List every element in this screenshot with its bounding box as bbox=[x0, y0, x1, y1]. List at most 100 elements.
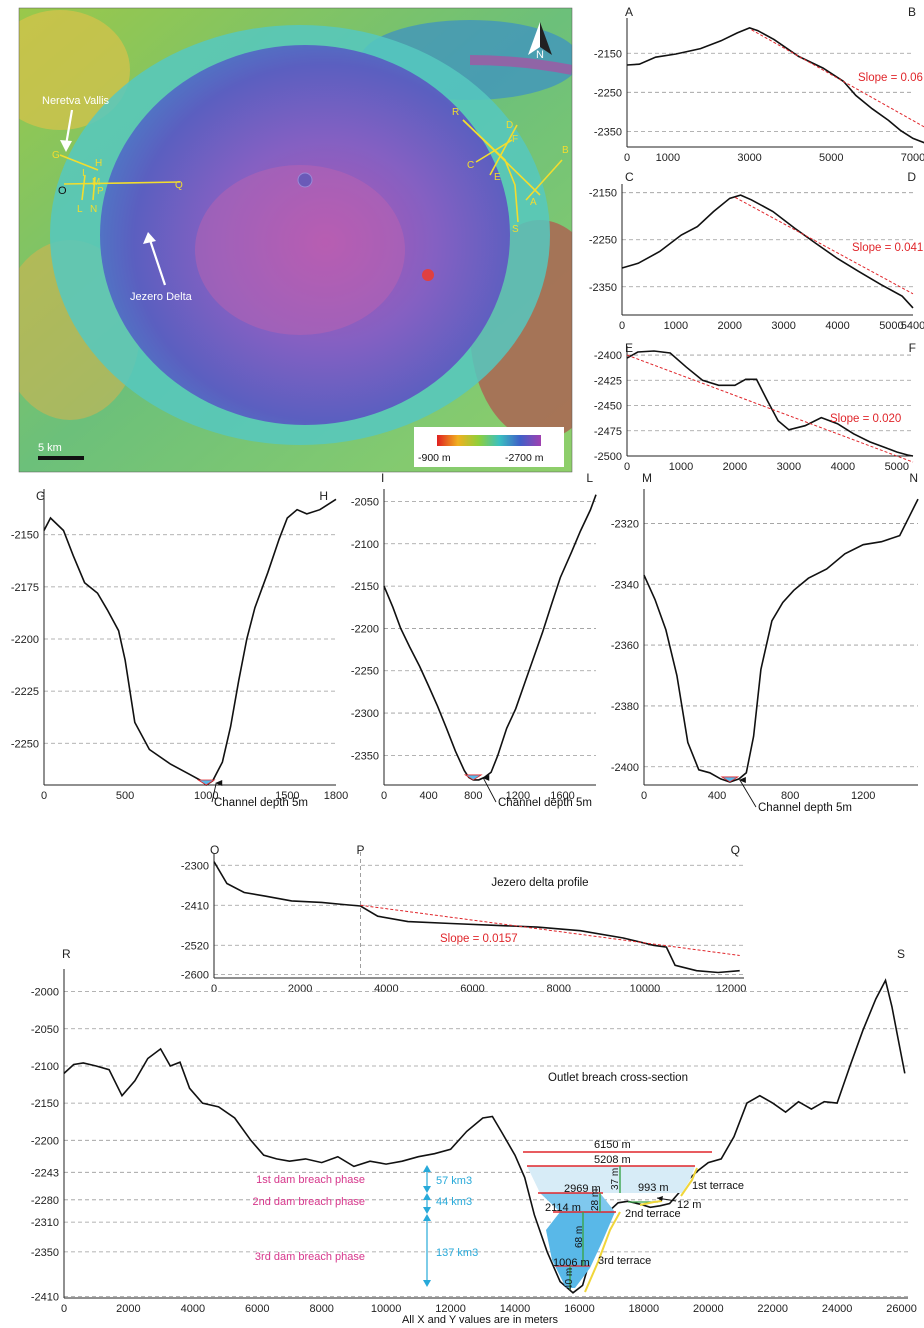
y-tick-label: -2250 bbox=[594, 87, 622, 99]
map-letter: N bbox=[90, 204, 97, 215]
arrowhead-icon bbox=[423, 1165, 431, 1172]
profile-start-label: O bbox=[210, 843, 219, 857]
y-tick-label: -2243 bbox=[31, 1167, 59, 1179]
chart-OQ: -2300 -2410 -2520 -26000 2000 4000 6000 8000 100… bbox=[181, 843, 747, 995]
slope-label: Slope = 0.06 bbox=[858, 72, 923, 84]
x-tick-label: 800 bbox=[464, 790, 482, 802]
profile-line-EF bbox=[626, 350, 914, 457]
y-tick-label: -2250 bbox=[589, 235, 617, 247]
y-tick-label: -2000 bbox=[31, 987, 59, 999]
profile-line-RS bbox=[63, 978, 906, 1294]
x-tick-label: 1500 bbox=[275, 790, 299, 802]
chart-AB: -2150 -2250 -2350 0 1000 3000 5000 7000 Slope = … bbox=[594, 5, 924, 164]
map-inlet-channel bbox=[469, 55, 572, 75]
terrace-1-line bbox=[680, 1167, 698, 1197]
arrowhead-icon bbox=[423, 1214, 431, 1221]
terrace-3-label: 3rd terrace bbox=[598, 1255, 651, 1267]
channel-arrowhead-icon bbox=[215, 780, 223, 786]
profile-start-label: I bbox=[381, 471, 384, 485]
y-tick-label: -2340 bbox=[611, 579, 639, 591]
map-letter: G bbox=[52, 150, 60, 161]
x-tick-label: 12000 bbox=[435, 1303, 466, 1315]
slope-trend-line bbox=[751, 29, 924, 128]
north-label: N bbox=[536, 49, 544, 61]
profile-end-label: S bbox=[897, 947, 905, 961]
profile-line-MN bbox=[643, 498, 919, 783]
x-tick-label: 3000 bbox=[771, 320, 795, 332]
y-tick-label: -2200 bbox=[31, 1135, 59, 1147]
x-tick-label: 1000 bbox=[664, 320, 688, 332]
scale-bar bbox=[38, 456, 84, 460]
width-993-label: 993 m bbox=[638, 1182, 669, 1194]
profile-end-label: D bbox=[907, 170, 916, 184]
slope-label: Slope = 0.0157 bbox=[440, 933, 518, 945]
arrowhead-icon bbox=[423, 1186, 431, 1193]
profile-start-label: C bbox=[625, 170, 634, 184]
x-tick-label: 8000 bbox=[546, 983, 570, 995]
x-tick-label: 16000 bbox=[564, 1303, 595, 1315]
x-tick-label: 5000 bbox=[885, 461, 909, 473]
depth-68-label: 68 m bbox=[574, 1226, 585, 1248]
profile-end-label: N bbox=[909, 471, 918, 485]
slope-label: Slope = 0.041 bbox=[852, 242, 923, 254]
profile-line-CD bbox=[621, 194, 914, 309]
chart-IL: -2050 -2100 -2150 -2200 -2250 -2300 -2350 0 400 8… bbox=[351, 471, 597, 809]
y-tick-label: -2360 bbox=[611, 640, 639, 652]
map-letter: S bbox=[512, 224, 519, 235]
y-tick-label: -2475 bbox=[594, 426, 622, 438]
x-tick-label: 1800 bbox=[324, 790, 348, 802]
legend-max-label: -2700 m bbox=[505, 452, 544, 464]
y-tick-label: -2225 bbox=[11, 686, 39, 698]
y-tick-label: -2200 bbox=[351, 623, 379, 635]
y-tick-label: -2400 bbox=[611, 762, 639, 774]
x-tick-label: 4000 bbox=[825, 320, 849, 332]
chart-title: Outlet breach cross-section bbox=[548, 1072, 688, 1084]
delta-arrowhead-icon bbox=[143, 232, 156, 244]
map-letter: F bbox=[512, 134, 518, 145]
x-tick-label: 0 bbox=[624, 152, 630, 164]
x-tick-label: 4000 bbox=[374, 983, 398, 995]
depth-40-label: 40 m bbox=[564, 1268, 575, 1290]
profile-end-label: H bbox=[319, 489, 328, 503]
width-5208-label: 5208 m bbox=[594, 1154, 631, 1166]
x-tick-label: 1600 bbox=[550, 790, 574, 802]
y-tick-label: -2400 bbox=[594, 350, 622, 362]
y-tick-label: -2150 bbox=[589, 188, 617, 200]
x-tick-label: 4000 bbox=[831, 461, 855, 473]
trace-CD bbox=[475, 139, 513, 163]
breach-phase-3-fill bbox=[546, 1212, 615, 1288]
neretva-vallis-label: Neretva Vallis bbox=[42, 95, 110, 107]
chart-MN: -2320 -2340 -2360 -2380 -2400 0 400 800 1200 M N Ch… bbox=[611, 471, 919, 814]
y-tick-label: -2150 bbox=[594, 48, 622, 60]
x-tick-label: 400 bbox=[708, 790, 726, 802]
legend-min-label: -900 m bbox=[418, 452, 451, 464]
chart-title: Jezero delta profile bbox=[491, 877, 588, 889]
channel-depth-label: Channel depth 5m bbox=[498, 797, 592, 809]
slope-label: Slope = 0.020 bbox=[830, 413, 901, 425]
channel-pointer bbox=[211, 782, 217, 803]
x-tick-label: 0 bbox=[624, 461, 630, 473]
profile-line-AB bbox=[626, 27, 924, 144]
north-arrow-icon: N bbox=[528, 22, 552, 61]
profile-line-OQ bbox=[213, 861, 740, 974]
x-tick-label: 10000 bbox=[630, 983, 661, 995]
y-tick-label: -2425 bbox=[594, 375, 622, 387]
map-letter: E bbox=[494, 172, 501, 183]
channel-arrowhead-icon bbox=[738, 776, 746, 783]
y-tick-label: -2300 bbox=[351, 708, 379, 720]
profile-end-label: L bbox=[586, 471, 593, 485]
width-1006-label: 1006 m bbox=[553, 1257, 590, 1269]
y-tick-label: -2450 bbox=[594, 401, 622, 413]
channel-depth-label: Channel depth 5m bbox=[214, 797, 308, 809]
map-letter: Q bbox=[175, 180, 183, 191]
map-small-crater bbox=[422, 269, 434, 281]
x-tick-label: 500 bbox=[116, 790, 134, 802]
y-tick-label: -2150 bbox=[31, 1098, 59, 1110]
channel-pointer bbox=[482, 777, 497, 803]
x-tick-label: 0 bbox=[211, 983, 217, 995]
profile-end-label: F bbox=[909, 341, 916, 355]
y-tick-label: -2410 bbox=[31, 1292, 59, 1304]
y-tick-label: -2050 bbox=[31, 1024, 59, 1036]
terrace-1-label: 1st terrace bbox=[692, 1180, 744, 1192]
